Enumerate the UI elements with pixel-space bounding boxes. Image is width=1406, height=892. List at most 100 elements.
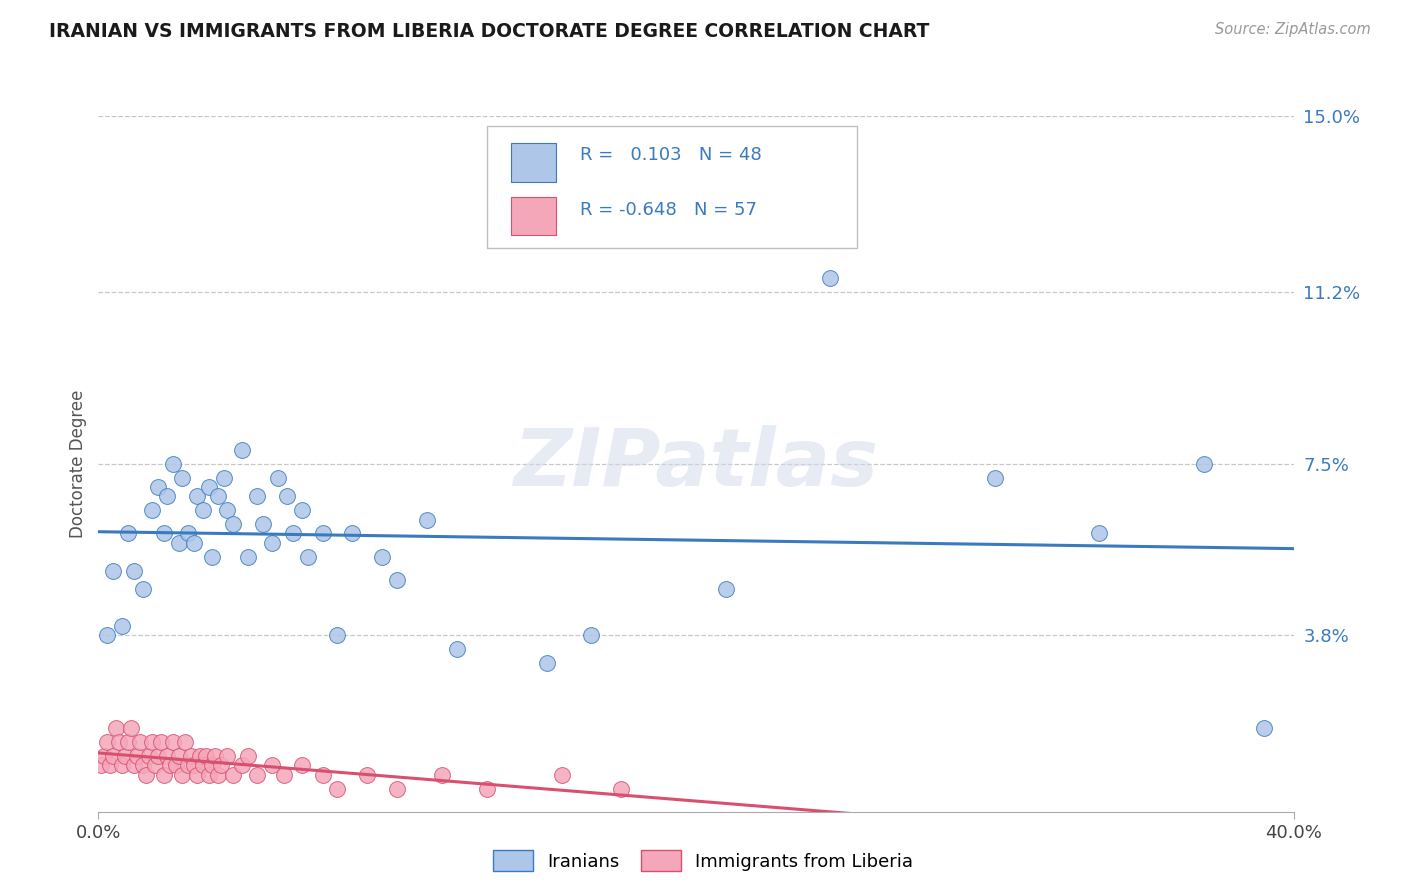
Point bbox=[260, 758, 283, 772]
Point bbox=[167, 749, 190, 764]
Point bbox=[172, 767, 194, 781]
Point bbox=[194, 749, 218, 764]
Point bbox=[138, 749, 160, 764]
Point bbox=[114, 749, 136, 764]
Point bbox=[212, 471, 235, 485]
Point bbox=[204, 749, 226, 764]
Point bbox=[371, 549, 394, 564]
Point bbox=[132, 582, 155, 596]
Point bbox=[215, 503, 238, 517]
Y-axis label: Doctorate Degree: Doctorate Degree bbox=[69, 390, 87, 538]
Point bbox=[610, 781, 633, 796]
Point bbox=[311, 526, 333, 541]
Point bbox=[127, 749, 149, 764]
Point bbox=[177, 526, 200, 541]
Point bbox=[820, 271, 842, 285]
Point bbox=[714, 582, 737, 596]
Point bbox=[276, 489, 298, 503]
Point bbox=[581, 628, 603, 642]
Point bbox=[416, 512, 439, 526]
Point bbox=[167, 535, 190, 549]
Point bbox=[120, 721, 142, 735]
Point bbox=[172, 471, 194, 485]
Point bbox=[162, 735, 184, 749]
Point bbox=[475, 781, 498, 796]
Point bbox=[198, 480, 221, 494]
Point bbox=[103, 749, 125, 764]
Point bbox=[207, 489, 229, 503]
Point bbox=[222, 767, 245, 781]
Point bbox=[446, 642, 468, 657]
Point bbox=[124, 758, 146, 772]
Point bbox=[186, 767, 208, 781]
Point bbox=[311, 767, 333, 781]
Point bbox=[1253, 721, 1275, 735]
Point bbox=[177, 758, 200, 772]
Point bbox=[191, 503, 214, 517]
FancyBboxPatch shape bbox=[510, 144, 557, 182]
Point bbox=[141, 503, 163, 517]
Legend: Iranians, Immigrants from Liberia: Iranians, Immigrants from Liberia bbox=[485, 843, 921, 879]
FancyBboxPatch shape bbox=[510, 197, 557, 235]
Point bbox=[117, 526, 139, 541]
Point bbox=[150, 735, 173, 749]
Point bbox=[129, 735, 152, 749]
Point bbox=[273, 767, 295, 781]
Point bbox=[198, 767, 221, 781]
Point bbox=[231, 758, 253, 772]
Point bbox=[281, 526, 304, 541]
Point bbox=[536, 657, 558, 671]
Point bbox=[430, 767, 453, 781]
FancyBboxPatch shape bbox=[486, 127, 858, 248]
Point bbox=[98, 758, 122, 772]
Point bbox=[326, 781, 349, 796]
Point bbox=[290, 503, 312, 517]
Point bbox=[156, 749, 179, 764]
Point bbox=[236, 749, 259, 764]
Point bbox=[385, 781, 409, 796]
Point bbox=[108, 735, 131, 749]
Point bbox=[148, 749, 170, 764]
Point bbox=[153, 767, 176, 781]
Point bbox=[215, 749, 238, 764]
Point bbox=[93, 749, 115, 764]
Point bbox=[141, 735, 163, 749]
Point bbox=[1192, 457, 1215, 471]
Point bbox=[162, 457, 184, 471]
Point bbox=[180, 749, 202, 764]
Point bbox=[231, 442, 253, 457]
Point bbox=[148, 480, 170, 494]
Point bbox=[246, 489, 269, 503]
Point bbox=[124, 564, 146, 578]
Point bbox=[111, 758, 134, 772]
Point bbox=[117, 735, 139, 749]
Point bbox=[201, 758, 224, 772]
Point bbox=[201, 549, 224, 564]
Point bbox=[356, 767, 378, 781]
Point bbox=[252, 517, 274, 532]
Point bbox=[186, 489, 208, 503]
Point bbox=[290, 758, 312, 772]
Point bbox=[183, 758, 205, 772]
Point bbox=[983, 471, 1005, 485]
Point bbox=[96, 735, 118, 749]
Point bbox=[135, 767, 157, 781]
Text: R =   0.103   N = 48: R = 0.103 N = 48 bbox=[581, 146, 762, 164]
Point bbox=[207, 767, 229, 781]
Point bbox=[132, 758, 155, 772]
Point bbox=[550, 767, 572, 781]
Text: IRANIAN VS IMMIGRANTS FROM LIBERIA DOCTORATE DEGREE CORRELATION CHART: IRANIAN VS IMMIGRANTS FROM LIBERIA DOCTO… bbox=[49, 22, 929, 41]
Point bbox=[191, 758, 214, 772]
Point bbox=[260, 535, 283, 549]
Text: Source: ZipAtlas.com: Source: ZipAtlas.com bbox=[1215, 22, 1371, 37]
Point bbox=[1088, 526, 1111, 541]
Point bbox=[174, 735, 197, 749]
Point bbox=[143, 758, 166, 772]
Point bbox=[297, 549, 319, 564]
Point bbox=[342, 526, 364, 541]
Text: ZIPatlas: ZIPatlas bbox=[513, 425, 879, 503]
Point bbox=[103, 564, 125, 578]
Point bbox=[183, 535, 205, 549]
Point bbox=[209, 758, 232, 772]
Point bbox=[165, 758, 187, 772]
